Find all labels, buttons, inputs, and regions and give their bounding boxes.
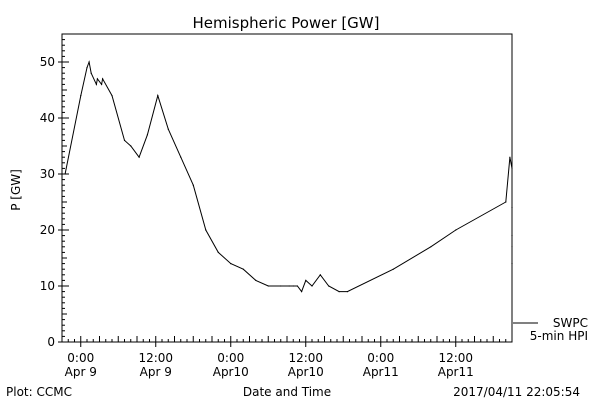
x-axis-label: Date and Time bbox=[243, 385, 331, 399]
x-tick-label: Apr11 bbox=[438, 365, 474, 379]
data-point bbox=[511, 263, 512, 264]
data-point bbox=[147, 134, 148, 135]
data-point bbox=[455, 229, 456, 230]
legend-label-swpc: SWPC bbox=[553, 316, 588, 330]
data-point bbox=[430, 246, 431, 247]
series-group bbox=[65, 61, 513, 292]
data-point bbox=[243, 269, 244, 270]
data-point bbox=[91, 73, 92, 74]
y-tick-label: 40 bbox=[40, 111, 55, 125]
data-point bbox=[505, 201, 506, 202]
data-point bbox=[89, 61, 90, 62]
x-tick-label: Apr11 bbox=[363, 365, 399, 379]
data-point bbox=[97, 78, 98, 79]
data-point bbox=[320, 274, 321, 275]
legend-label-hpi: 5-min HPI bbox=[530, 329, 588, 343]
x-tick-label: Apr10 bbox=[213, 365, 249, 379]
footer-timestamp: 2017/04/11 22:05:54 bbox=[453, 385, 580, 399]
data-point bbox=[511, 207, 512, 208]
y-axis: 0 10 20 30 40 50 bbox=[40, 34, 69, 349]
y-tick-label: 50 bbox=[40, 55, 55, 69]
x-tick-label: 12:00 bbox=[288, 351, 323, 365]
data-point bbox=[157, 95, 158, 96]
data-point bbox=[339, 291, 340, 292]
data-point bbox=[80, 95, 81, 96]
x-tick-label: 12:00 bbox=[138, 351, 173, 365]
data-point bbox=[305, 280, 306, 281]
data-point bbox=[293, 285, 294, 286]
data-point bbox=[509, 157, 510, 158]
data-point bbox=[311, 285, 312, 286]
data-point bbox=[280, 285, 281, 286]
plot-area bbox=[62, 34, 512, 342]
plot-frame bbox=[62, 34, 512, 342]
x-tick-label: 0:00 bbox=[217, 351, 244, 365]
data-point bbox=[328, 285, 329, 286]
data-point bbox=[65, 173, 66, 174]
data-point bbox=[218, 252, 219, 253]
x-tick-label: 0:00 bbox=[67, 351, 94, 365]
data-point bbox=[101, 84, 102, 85]
data-point bbox=[255, 280, 256, 281]
data-point bbox=[289, 285, 290, 286]
data-point bbox=[130, 145, 131, 146]
data-point bbox=[86, 67, 87, 68]
series-line-swpc bbox=[65, 62, 512, 292]
x-tick-label: Apr 9 bbox=[65, 365, 97, 379]
y-tick-label: 30 bbox=[40, 167, 55, 181]
data-point bbox=[511, 168, 512, 169]
data-point bbox=[96, 84, 97, 85]
data-point bbox=[102, 78, 103, 79]
data-point bbox=[168, 129, 169, 130]
data-point bbox=[111, 95, 112, 96]
data-point bbox=[297, 285, 298, 286]
data-point bbox=[205, 229, 206, 230]
data-point bbox=[301, 291, 302, 292]
data-point bbox=[124, 140, 125, 141]
x-tick-label: 0:00 bbox=[367, 351, 394, 365]
data-point bbox=[230, 263, 231, 264]
y-axis-label: P [GW] bbox=[9, 169, 23, 211]
data-point bbox=[180, 157, 181, 158]
y-tick-label: 0 bbox=[47, 335, 55, 349]
data-point bbox=[511, 235, 512, 236]
x-tick-label: Apr 9 bbox=[140, 365, 172, 379]
y-tick-label: 20 bbox=[40, 223, 55, 237]
data-point bbox=[193, 185, 194, 186]
chart-title: Hemispheric Power [GW] bbox=[193, 14, 380, 32]
data-point bbox=[139, 157, 140, 158]
x-tick-label: Apr10 bbox=[288, 365, 324, 379]
x-tick-label: 12:00 bbox=[438, 351, 473, 365]
y-tick-label: 10 bbox=[40, 279, 55, 293]
data-point bbox=[268, 285, 269, 286]
data-point bbox=[347, 291, 348, 292]
data-point bbox=[393, 269, 394, 270]
footer-plot-credit: Plot: CCMC bbox=[6, 385, 72, 399]
data-point bbox=[511, 246, 512, 247]
